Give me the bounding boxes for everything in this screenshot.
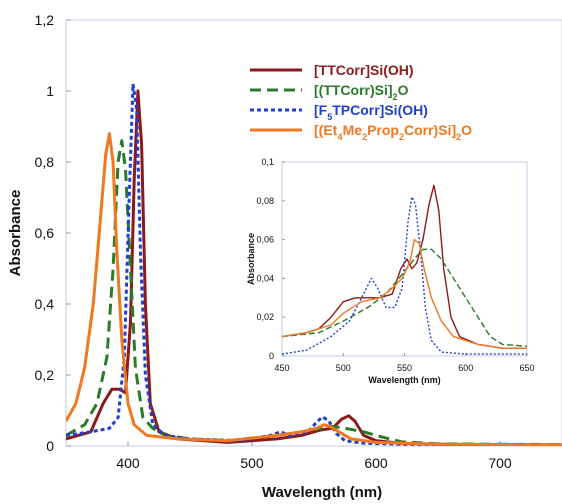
- inset-y-tick-label: 0,04: [256, 273, 274, 283]
- y-tick-label: 1,2: [35, 12, 55, 28]
- y-tick-label: 0,8: [35, 154, 55, 170]
- inset-x-tick-label: 650: [519, 363, 534, 373]
- x-axis-title: Wavelength (nm): [262, 484, 382, 501]
- inset-x-tick-label: 450: [274, 363, 289, 373]
- x-tick-label: 700: [488, 455, 512, 471]
- inset-y-tick-label: 0: [269, 351, 274, 361]
- legend: [TTCorr]Si(OH) [(TTCorr)Si]2O[F5TPCorr]Si…: [250, 62, 472, 142]
- y-tick-label: 0,4: [35, 296, 55, 312]
- series-line-3: [66, 132, 562, 446]
- y-axis-title: Absorbance: [7, 190, 24, 277]
- inset-y-tick-label: 0,02: [256, 312, 274, 322]
- inset-series-line-1: [282, 248, 527, 347]
- inset-x-tick-label: 600: [458, 363, 473, 373]
- inset-plot: 0 0,02 0,04 0,06 0,08 0,1 450 500 550 600 650 Wavel…: [246, 157, 535, 385]
- x-tick-label: 500: [240, 455, 264, 471]
- y-tick-label: 0,2: [35, 367, 55, 383]
- legend-label-0: [TTCorr]Si(OH): [314, 62, 414, 78]
- inset-series-group: [282, 184, 527, 355]
- x-tick-label: 600: [364, 455, 388, 471]
- y-tick-label: 0: [46, 438, 54, 454]
- legend-label-1: [(TTCorr)Si]2O: [314, 82, 409, 102]
- main-plot: 0 0,2 0,4 0,6 0,8 1 1,2 400 500 600 700 Wavelength …: [7, 12, 562, 501]
- inset-y-tick-label: 0,06: [256, 235, 274, 245]
- inset-x-tick-label: 500: [336, 363, 351, 373]
- main-series-group: [66, 82, 562, 446]
- inset-x-axis-title: Wavelength (nm): [368, 375, 440, 385]
- legend-label-2: [F5TPCorr]Si(OH): [314, 102, 428, 122]
- y-tick-label: 0,6: [35, 225, 55, 241]
- legend-label-3: [(Et4 Me2Prop2Corr)Si]2O: [314, 122, 472, 142]
- inset-series-line-2: [282, 196, 527, 355]
- inset-y-tick-label: 0,08: [256, 196, 274, 206]
- inset-x-tick-label: 550: [397, 363, 412, 373]
- inset-y-axis-title: Absorbance: [246, 233, 256, 285]
- x-tick-label: 400: [116, 455, 140, 471]
- inset-y-tick-label: 0,1: [261, 157, 274, 167]
- y-tick-label: 1: [46, 83, 54, 99]
- inset-series-line-0: [282, 184, 527, 349]
- inset-series-line-3: [282, 238, 527, 349]
